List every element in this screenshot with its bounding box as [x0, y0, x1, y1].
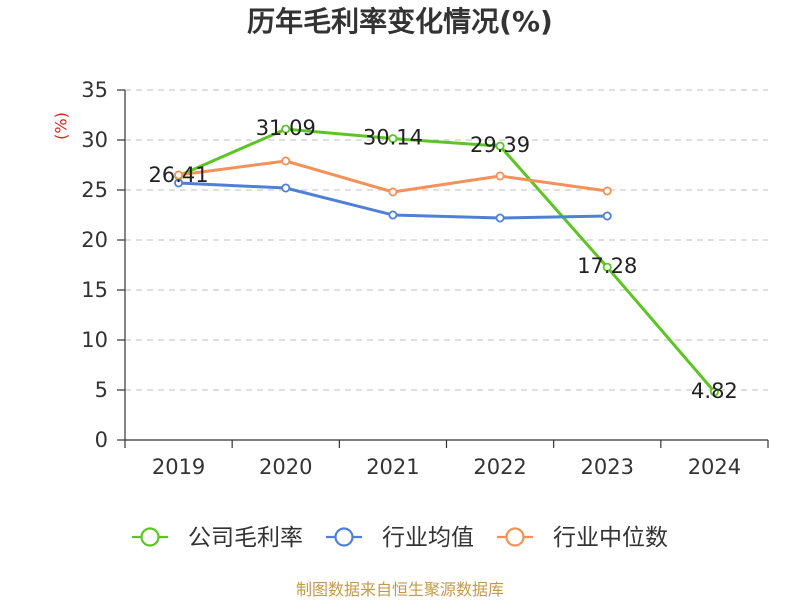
x-tick-label: 2021 — [366, 455, 419, 479]
x-axis: 2019 2020 2021 2022 2023 2024 — [124, 439, 769, 479]
data-point — [388, 134, 398, 144]
data-point — [602, 262, 612, 272]
legend: 公司毛利率 行业均值 行业中位数 — [132, 525, 668, 551]
data-point — [281, 183, 291, 193]
data-point — [602, 211, 612, 221]
data-point — [495, 171, 505, 181]
legend-item-3[interactable]: 行业中位数 — [497, 525, 668, 551]
data-point — [495, 141, 505, 151]
data-labels: 26.41 31.09 30.14 29.39 17.28 4.82 — [149, 116, 738, 403]
y-tick-label: 20 — [81, 228, 108, 252]
y-tick-label: 25 — [81, 178, 108, 202]
data-label: 29.39 — [470, 133, 530, 157]
data-point — [709, 387, 719, 397]
source-footer: 制图数据来自恒生聚源数据库 — [295, 580, 504, 599]
chart-title: 历年毛利率变化情况(%) — [247, 5, 553, 38]
x-tick-label: 2020 — [259, 455, 312, 479]
y-tick-label: 10 — [81, 328, 108, 352]
data-point — [388, 210, 398, 220]
legend-label: 行业中位数 — [553, 525, 668, 551]
grid-lines — [125, 89, 768, 391]
legend-item-2[interactable]: 行业均值 — [326, 525, 474, 551]
y-tick-label: 35 — [81, 78, 108, 102]
data-point — [174, 170, 184, 180]
series-line — [177, 127, 716, 394]
x-tick-label: 2022 — [473, 455, 526, 479]
data-point — [281, 156, 291, 166]
series-2 — [174, 178, 612, 223]
data-label: 31.09 — [256, 116, 316, 140]
x-tick-label: 2024 — [688, 455, 741, 479]
legend-label: 公司毛利率 — [188, 525, 303, 551]
data-label: 4.82 — [691, 379, 738, 403]
y-axis-label: (%) — [52, 112, 71, 140]
data-point — [602, 186, 612, 196]
data-label: 30.14 — [363, 126, 423, 150]
series-group — [174, 124, 719, 397]
y-axis: 0 5 10 15 20 25 30 35 — [81, 78, 126, 452]
y-tick-label: 30 — [81, 128, 108, 152]
x-tick-label: 2019 — [152, 455, 205, 479]
series-3 — [174, 156, 612, 197]
y-tick-label: 0 — [95, 428, 108, 452]
legend-label: 行业均值 — [382, 525, 474, 551]
legend-circle-icon — [505, 527, 525, 547]
legend-circle-icon — [140, 527, 160, 547]
x-tick-label: 2023 — [581, 455, 634, 479]
y-tick-label: 15 — [81, 278, 108, 302]
legend-item-1[interactable]: 公司毛利率 — [132, 525, 303, 551]
legend-circle-icon — [334, 527, 354, 547]
data-label: 17.28 — [577, 254, 637, 278]
data-point — [388, 187, 398, 197]
data-point — [495, 213, 505, 223]
data-label: 26.41 — [149, 163, 209, 187]
data-point — [281, 124, 291, 134]
y-tick-label: 5 — [95, 378, 108, 402]
